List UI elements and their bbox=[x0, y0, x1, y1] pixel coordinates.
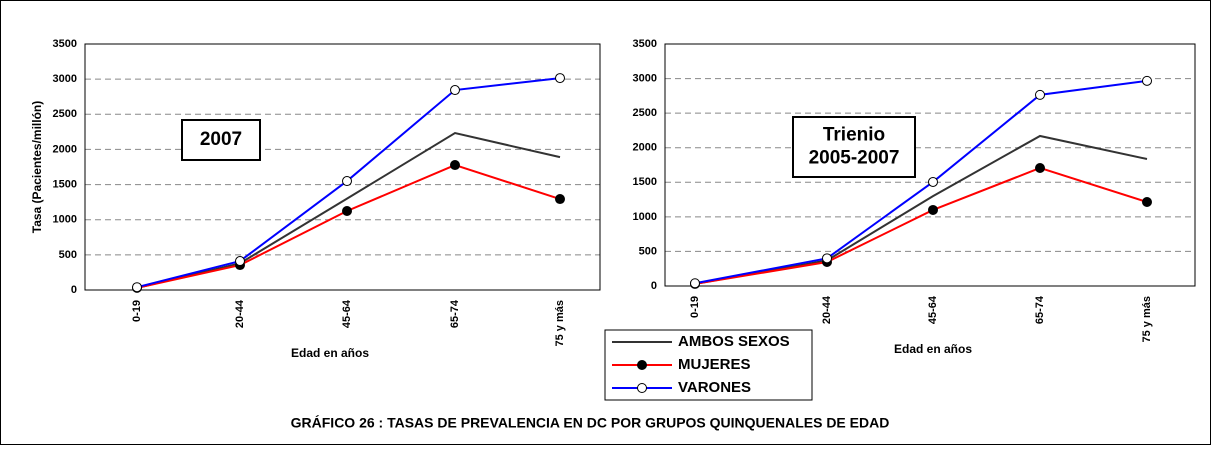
y-tick-label: 0 bbox=[71, 284, 77, 296]
y-tick-label: 2500 bbox=[633, 107, 657, 119]
y-tick-label: 2500 bbox=[53, 108, 77, 120]
point bbox=[690, 278, 700, 289]
point bbox=[342, 176, 352, 187]
y-tick-label: 1000 bbox=[633, 211, 657, 223]
y-tick-label: 500 bbox=[59, 249, 77, 261]
x-tick-label: 65-74 bbox=[449, 299, 461, 328]
x-tick-label: 65-74 bbox=[1034, 295, 1046, 324]
point bbox=[1035, 162, 1045, 173]
point bbox=[555, 194, 565, 205]
caption: GRÁFICO 26 : TASAS DE PREVALENCIA EN DC … bbox=[291, 415, 890, 431]
point bbox=[822, 253, 832, 264]
series-line bbox=[694, 134, 1148, 285]
y-tick-label: 3000 bbox=[633, 72, 657, 84]
point bbox=[1035, 89, 1045, 100]
annotation-box bbox=[181, 119, 261, 161]
x-tick-label: 75 y más bbox=[1141, 296, 1153, 342]
y-tick-label: 500 bbox=[639, 245, 657, 257]
point bbox=[1142, 75, 1152, 86]
annotation: 2005-2007 bbox=[809, 148, 900, 169]
annotation: 2007 bbox=[200, 129, 242, 150]
series-line bbox=[136, 131, 561, 289]
y-tick-label: 1500 bbox=[53, 178, 77, 190]
point bbox=[132, 282, 142, 293]
y-tick-label: 2000 bbox=[633, 142, 657, 154]
x-tick-label: 0-19 bbox=[131, 300, 143, 322]
y-tick-label: 3500 bbox=[633, 38, 657, 50]
legend-label: MUJERES bbox=[678, 356, 751, 373]
x-axis-label: Edad en años bbox=[291, 346, 369, 360]
point bbox=[928, 204, 938, 215]
y-tick-label: 0 bbox=[651, 280, 657, 292]
point bbox=[1142, 196, 1152, 207]
point bbox=[928, 176, 938, 187]
legend-marker bbox=[637, 383, 647, 393]
y-tick-label: 3500 bbox=[53, 38, 77, 50]
annotation-box bbox=[792, 116, 916, 178]
point bbox=[235, 256, 245, 267]
y-axis-label: Tasa (Pacientes/millón) bbox=[30, 101, 44, 234]
x-tick-label: 45-64 bbox=[341, 299, 353, 328]
x-tick-label: 45-64 bbox=[927, 295, 939, 324]
legend-marker bbox=[637, 360, 647, 370]
annotation: Trienio bbox=[823, 125, 885, 146]
x-axis-label: Edad en años bbox=[894, 342, 972, 356]
x-tick-label: 75 y más bbox=[554, 300, 566, 346]
point bbox=[450, 160, 460, 171]
y-tick-label: 3000 bbox=[53, 73, 77, 85]
plot-frame bbox=[84, 43, 601, 291]
plot-frame bbox=[664, 43, 1196, 287]
point bbox=[555, 73, 565, 84]
y-tick-label: 1000 bbox=[53, 214, 77, 226]
y-tick-label: 2000 bbox=[53, 143, 77, 155]
legend-label: VARONES bbox=[678, 379, 751, 396]
x-tick-label: 20-44 bbox=[234, 299, 246, 328]
x-tick-label: 0-19 bbox=[689, 296, 701, 318]
point bbox=[342, 205, 352, 216]
x-tick-label: 20-44 bbox=[821, 295, 833, 324]
point bbox=[450, 85, 460, 96]
y-tick-label: 1500 bbox=[633, 176, 657, 188]
legend-label: AMBOS SEXOS bbox=[678, 333, 790, 350]
